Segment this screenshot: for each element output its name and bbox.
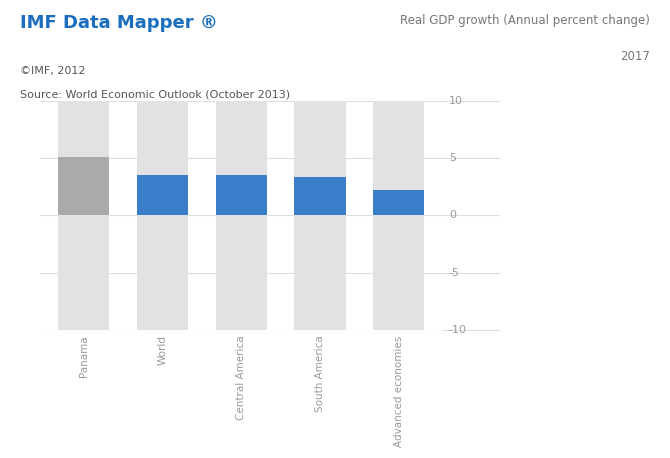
Text: Source: World Economic Outlook (October 2013): Source: World Economic Outlook (October …	[20, 89, 290, 99]
Bar	[58, 157, 109, 215]
Text: 5: 5	[449, 153, 456, 163]
Text: ©IMF, 2012: ©IMF, 2012	[20, 66, 86, 76]
Bar	[216, 101, 267, 330]
Text: 2017: 2017	[620, 50, 650, 63]
Text: Real GDP growth (Annual percent change): Real GDP growth (Annual percent change)	[400, 14, 650, 27]
Bar	[137, 101, 188, 330]
Text: 0: 0	[449, 210, 456, 220]
Text: -10: -10	[449, 325, 467, 335]
Text: -5: -5	[449, 267, 460, 278]
Bar	[294, 177, 346, 215]
Bar	[294, 101, 346, 330]
Text: 10: 10	[449, 96, 463, 106]
Bar	[373, 101, 425, 330]
Bar	[137, 175, 188, 215]
Bar	[373, 190, 425, 215]
Bar	[216, 175, 267, 215]
Bar	[58, 101, 109, 330]
Text: IMF Data Mapper ®: IMF Data Mapper ®	[20, 14, 218, 32]
